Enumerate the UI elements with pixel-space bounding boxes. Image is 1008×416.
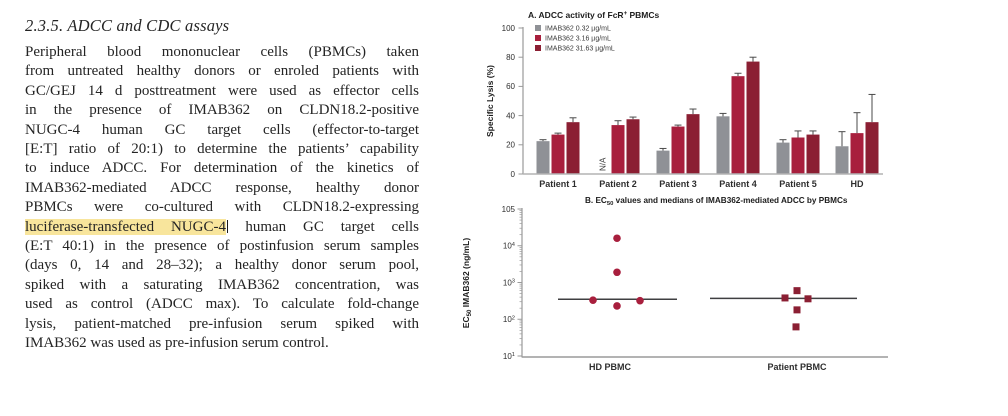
text-segment: human GC target cells <box>228 218 419 235</box>
text-line: NUGC-4 human GC target cells (effector-t… <box>25 121 419 138</box>
highlighted-text: luciferase-transfected NUGC-4 <box>25 218 226 235</box>
legend-label: IMAB362 0.32 µg/mL <box>545 26 611 33</box>
bar-3623.16-hd <box>850 133 864 174</box>
y-tick-label: 60 <box>506 82 515 91</box>
chart-a-adcc-bars: A. ADCC activity of FcR+ PBMCs IMAB362 0.… <box>485 10 883 189</box>
bar-3623.16-patient-1 <box>551 134 565 174</box>
scatter-point-square <box>781 294 789 302</box>
scatter-point-square <box>804 295 812 303</box>
text-line: Peripheral blood mononuclear cells (PBMC… <box>25 44 419 60</box>
legend-label: IMAB362 31.63 µg/mL <box>545 46 615 53</box>
y-tick-label: 0 <box>511 170 516 179</box>
text-line: GC/GEJ 14 d posttreatment were used as e… <box>25 82 419 99</box>
text-line: spiked with a saturating IMAB362 concent… <box>25 276 419 293</box>
bar-3623.16-patient-3 <box>671 126 685 174</box>
bar-3620.32-patient-5 <box>776 142 790 174</box>
bar-3623.16-patient-5 <box>791 137 805 174</box>
legend-label: IMAB362 3.16 µg/mL <box>545 36 611 43</box>
text-line: in the presence of IMAB362 on CLDN18.2-p… <box>25 102 419 119</box>
text-line: luciferase-transfected NUGC-4 human GC t… <box>25 218 419 237</box>
legend-swatch <box>535 45 541 51</box>
text-line: to induce ADCC. For determination of the… <box>25 160 419 177</box>
x-category-label: HD <box>851 179 864 189</box>
bar-3620.32-hd <box>835 146 849 174</box>
text-line: [E:T] ratio of 20:1) to determine the pa… <box>25 141 419 158</box>
figure-panels: A. ADCC activity of FcR+ PBMCs IMAB362 0.… <box>455 0 1008 416</box>
text-line: used as control (ADCC max). To calculate… <box>25 296 419 313</box>
y-tick-label: 80 <box>506 53 515 62</box>
y-tick-label: 40 <box>506 111 515 120</box>
text-line: lysis, patient-matched pre-infusion seru… <box>25 315 419 332</box>
bar-36231.63-patient-4 <box>746 61 760 174</box>
panel-b-ylabel: EC50 IMAB362 (ng/mL) <box>461 238 473 329</box>
scatter-point-square <box>792 323 800 331</box>
bar-36231.63-patient-2 <box>626 119 640 174</box>
y-tick-label: 105 <box>502 205 516 214</box>
text-caret <box>226 219 229 233</box>
bar-36231.63-patient-3 <box>686 114 700 174</box>
bar-36231.63-patient-5 <box>806 134 820 174</box>
bar-36231.63-patient-1 <box>566 122 580 174</box>
panel-a-title: A. ADCC activity of FcR+ PBMCs <box>528 10 660 20</box>
x-category-label: Patient 5 <box>779 179 817 189</box>
bar-3623.16-patient-4 <box>731 76 745 174</box>
article-section: 2.3.5. ADCC and CDC assays Peripheral bl… <box>25 16 419 354</box>
chart-b-ec50-scatter: B. EC50 values and medians of IMAB362-me… <box>461 196 888 372</box>
text-line: IMAB362-mediated ADCC response, healthy … <box>25 179 419 196</box>
panel-a-ylabel: Specific Lysis (%) <box>485 65 495 137</box>
na-label: N/A <box>599 157 608 171</box>
x-category-label: Patient 1 <box>539 179 577 189</box>
y-tick-label: 102 <box>503 315 515 324</box>
legend-swatch <box>535 35 541 41</box>
x-group-label: HD PBMC <box>589 362 631 372</box>
text-line: PBMCs were co-cultured with CLDN18.2-exp… <box>25 199 419 216</box>
scatter-point-circle <box>589 296 597 304</box>
text-line: (E:T 40:1) in the presence of postinfusi… <box>25 238 419 255</box>
y-tick-label: 103 <box>503 278 515 287</box>
text-line: IMAB362 was used as pre-infusion serum c… <box>25 335 329 352</box>
legend-swatch <box>535 25 541 31</box>
text-line: from untreated healthy donors or enroled… <box>25 63 419 80</box>
x-group-label: Patient PBMC <box>767 362 827 372</box>
y-tick-label: 20 <box>506 141 515 150</box>
scatter-point-square <box>793 287 801 295</box>
text-line: (days 0, 14 and 28–32); a healthy donor … <box>25 257 419 274</box>
y-tick-label: 101 <box>503 352 515 361</box>
bar-3623.16-patient-2 <box>611 125 625 174</box>
scatter-point-circle <box>613 234 621 243</box>
y-tick-label: 104 <box>503 242 516 251</box>
scatter-point-circle <box>613 268 621 277</box>
x-category-label: Patient 4 <box>719 179 757 189</box>
bar-3620.32-patient-1 <box>536 141 550 174</box>
x-category-label: Patient 3 <box>659 179 697 189</box>
scatter-point-circle <box>613 302 621 310</box>
bar-3620.32-patient-3 <box>656 150 670 174</box>
x-category-label: Patient 2 <box>599 179 637 189</box>
bar-3620.32-patient-4 <box>716 116 730 174</box>
y-tick-label: 100 <box>502 24 516 33</box>
scatter-point-circle <box>636 296 644 305</box>
bar-36231.63-hd <box>865 122 879 174</box>
section-title: 2.3.5. ADCC and CDC assays <box>25 16 230 35</box>
article-paragraph: Peripheral blood mononuclear cells (PBMC… <box>25 43 419 354</box>
scatter-point-square <box>793 306 801 314</box>
panel-b-title: B. EC50 values and medians of IMAB362-me… <box>585 196 848 207</box>
